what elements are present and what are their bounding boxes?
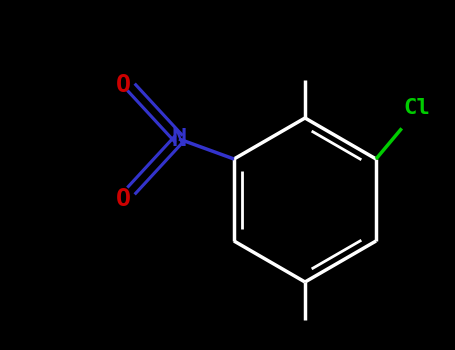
Text: O: O xyxy=(116,187,131,211)
Text: N: N xyxy=(172,127,187,151)
Text: Cl: Cl xyxy=(404,98,430,118)
Text: O: O xyxy=(116,73,131,97)
